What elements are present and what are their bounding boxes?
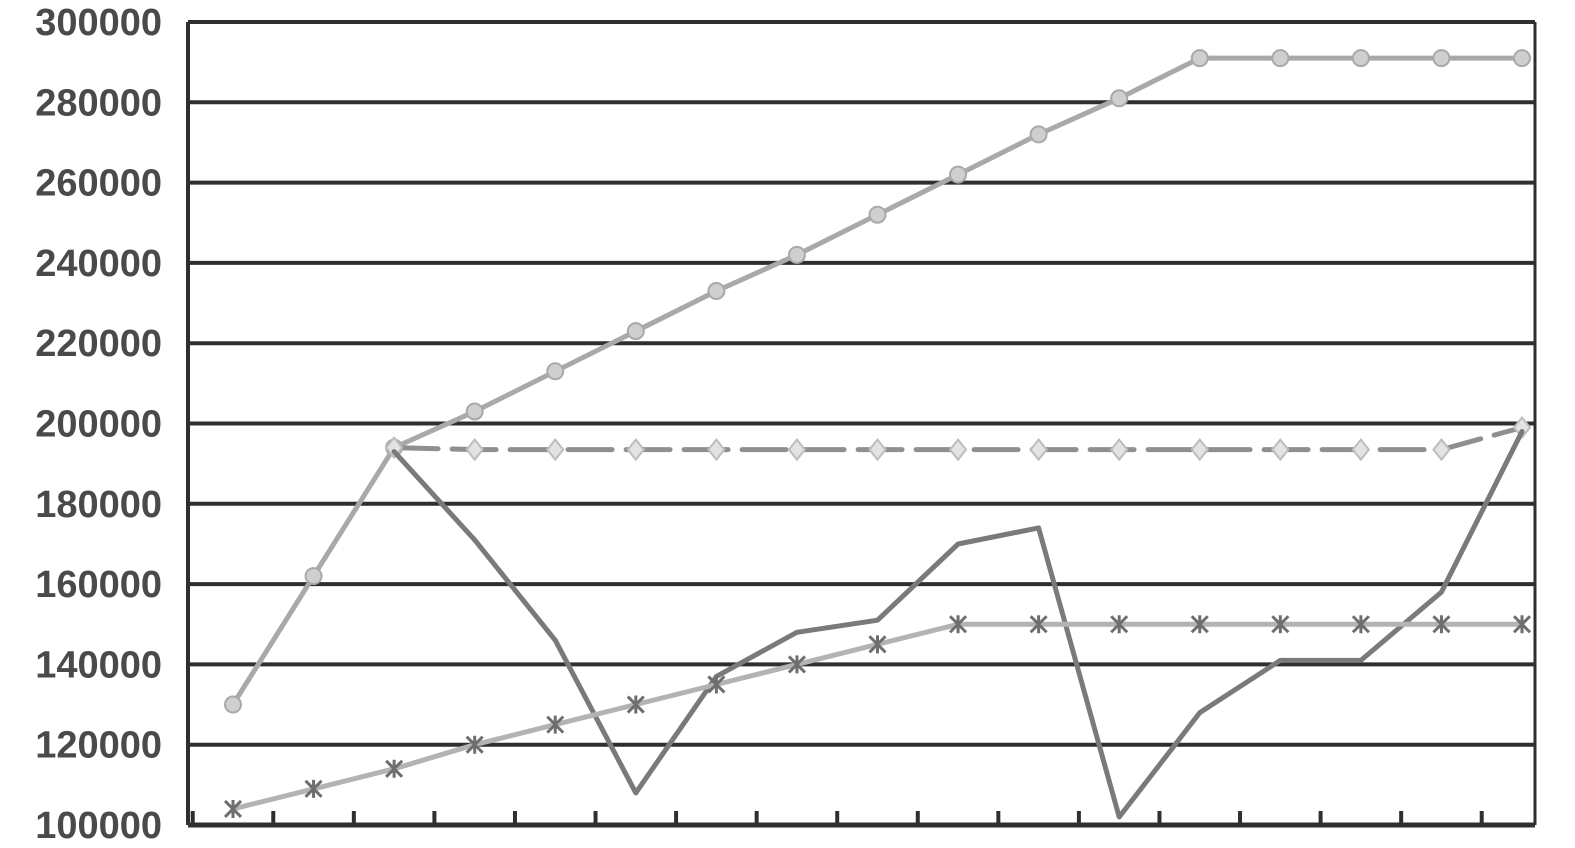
series-3-line: [391, 429, 1525, 820]
y-tick-label: 300000: [35, 2, 162, 44]
series-2-point: [707, 437, 726, 462]
y-tick-label: 120000: [35, 725, 162, 767]
series-2-point: [868, 437, 887, 462]
series-2-point: [545, 437, 565, 462]
series-2-point: [626, 437, 646, 462]
series-1-point: [304, 567, 323, 586]
series-4-point: [1190, 615, 1209, 634]
series-1-point: [1110, 89, 1129, 108]
series-1-point: [1351, 49, 1370, 68]
series-4-point: [1432, 615, 1451, 634]
series-1-point: [949, 165, 968, 184]
series-1-point: [1029, 125, 1048, 144]
series-4-point: [1271, 615, 1290, 634]
y-tick-label: 140000: [35, 644, 162, 686]
series-4-point: [465, 735, 484, 754]
series-group: [223, 49, 1532, 820]
series-1-point: [868, 205, 887, 224]
plot-frame: [186, 22, 1537, 828]
series-2-point: [1109, 437, 1129, 462]
y-tick-label: 160000: [35, 564, 162, 606]
series-2-point: [1351, 437, 1371, 462]
series-2-point: [1029, 437, 1048, 462]
series-4-point: [707, 675, 726, 694]
y-axis-ticks: 100000 120000 140000 160000 180000 200000 2200…: [35, 2, 162, 847]
series-2-point: [465, 437, 484, 462]
series-4-point: [787, 655, 806, 674]
series-1-point: [626, 322, 645, 341]
series-4-point: [626, 695, 645, 714]
series-1-point: [787, 245, 806, 264]
series-1-point: [1513, 49, 1531, 68]
series-2-point: [1271, 437, 1290, 462]
series-1-point: [1271, 49, 1290, 68]
series-4-point: [1351, 615, 1370, 634]
y-tick-label: 240000: [35, 243, 162, 285]
series-4-point: [223, 799, 243, 819]
series-2-point: [1190, 437, 1210, 462]
series-4-point: [1110, 615, 1129, 634]
series-4-point: [949, 615, 968, 634]
series-2-point: [1432, 437, 1451, 462]
y-tick-label: 280000: [35, 82, 162, 124]
y-tick-label: 100000: [35, 805, 162, 847]
series-1-point: [546, 362, 565, 381]
series-4-point: [868, 635, 887, 654]
series-4-point: [304, 779, 323, 798]
y-tick-label: 220000: [35, 323, 162, 365]
series-1-point: [224, 695, 242, 714]
series-1-point: [1432, 49, 1451, 68]
series-4-point: [1512, 615, 1532, 634]
series-1-point: [465, 402, 484, 421]
series-4-point: [385, 759, 404, 778]
series-2-point: [1512, 415, 1532, 440]
series-1-line: [230, 55, 1525, 707]
series-1-point: [707, 282, 726, 301]
series-4-point: [546, 715, 565, 734]
y-tick-label: 260000: [35, 163, 162, 205]
y-tick-label: 200000: [35, 404, 162, 446]
series-2-point: [787, 437, 807, 462]
y-tick-label: 180000: [35, 484, 162, 526]
series-4-point: [1029, 615, 1048, 634]
gridlines: [188, 20, 1535, 827]
series-2-point: [948, 437, 968, 462]
series-1-point: [1190, 49, 1209, 68]
